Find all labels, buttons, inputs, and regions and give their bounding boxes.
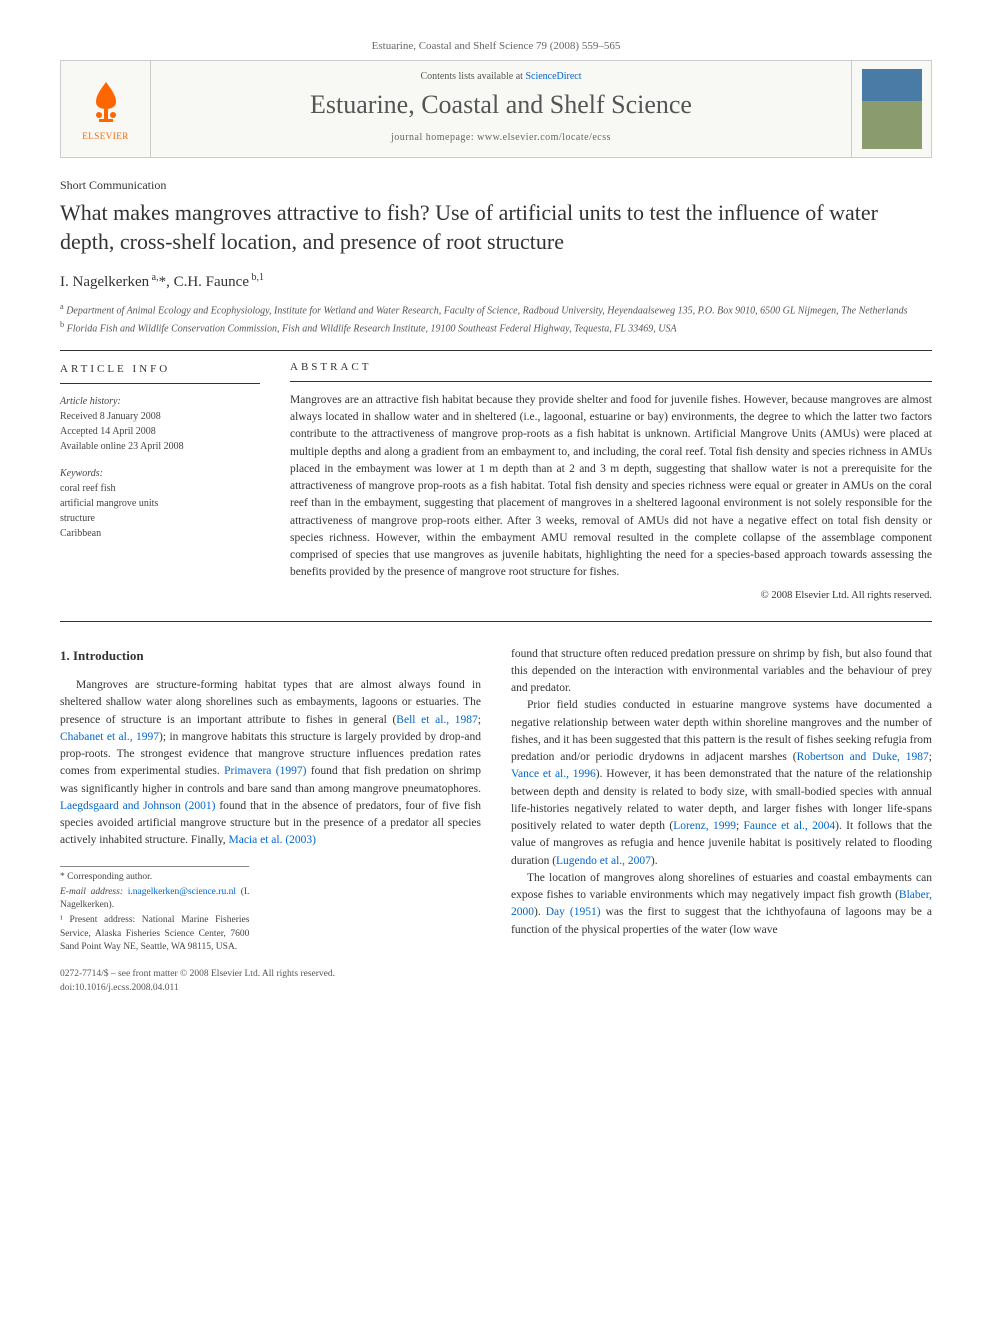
elsevier-tree-icon [81,77,131,127]
rule-top [60,350,932,351]
info-heading: ARTICLE INFO [60,361,260,378]
corr-email-link[interactable]: i.nagelkerken@science.ru.nl [128,887,236,897]
footnotes: * Corresponding author. E-mail address: … [60,866,249,955]
cover-image [862,69,922,149]
front-matter-line: 0272-7714/$ – see front matter © 2008 El… [60,968,932,981]
sciencedirect-link[interactable]: ScienceDirect [525,71,581,82]
history-online: Available online 23 April 2008 [60,439,260,454]
footnote-corr: * Corresponding author. [60,871,249,884]
cite-primavera-1997[interactable]: Primavera (1997) [224,765,306,777]
abstract-rule [290,381,932,382]
keywords-block: Keywords: coral reef fish artificial man… [60,466,260,541]
footnote-1: ¹ Present address: National Marine Fishe… [60,914,249,954]
history-label: Article history: [60,394,260,409]
column-left: 1. Introduction Mangroves are structure-… [60,646,481,957]
keywords-label: Keywords: [60,466,260,481]
cover-thumbnail [851,61,931,157]
section-1-heading: 1. Introduction [60,646,481,666]
citation-line: Estuarine, Coastal and Shelf Science 79 … [60,40,932,52]
authors: I. Nagelkerken a,*, C.H. Faunce b,1 [60,272,932,291]
article-type: Short Communication [60,178,932,193]
cite-faunce-2004[interactable]: Faunce et al., 2004 [744,820,836,832]
history-block: Article history: Received 8 January 2008… [60,394,260,454]
affiliation-b: Florida Fish and Wildlife Conservation C… [67,323,677,334]
footer: 0272-7714/$ – see front matter © 2008 El… [60,968,932,995]
affiliations: a Department of Animal Ecology and Ecoph… [60,301,932,336]
abstract-heading: ABSTRACT [290,361,932,373]
cite-vance-1996[interactable]: Vance et al., 1996 [511,768,596,780]
homepage-url: www.elsevier.com/locate/ecss [477,132,611,143]
footnote-email: E-mail address: i.nagelkerken@science.ru… [60,886,249,913]
contents-prefix: Contents lists available at [420,71,525,82]
journal-name: Estuarine, Coastal and Shelf Science [171,90,831,120]
elsevier-logo: ELSEVIER [61,61,151,157]
info-abstract-row: ARTICLE INFO Article history: Received 8… [60,361,932,601]
section-title: Introduction [73,648,144,663]
cite-bell-1987[interactable]: Bell et al., 1987 [396,714,478,726]
doi-line: doi:10.1016/j.ecss.2008.04.011 [60,982,932,995]
journal-homepage: journal homepage: www.elsevier.com/locat… [171,132,831,143]
cite-day-1951[interactable]: Day (1951) [546,906,601,918]
cite-macia-2003[interactable]: Macia et al. (2003) [229,834,317,846]
keyword-2: structure [60,511,260,526]
abstract: ABSTRACT Mangroves are an attractive fis… [290,361,932,601]
cite-laegdsgaard-2001[interactable]: Laegdsgaard and Johnson (2001) [60,800,215,812]
article-info: ARTICLE INFO Article history: Received 8… [60,361,260,601]
author-1-aff: a, [149,272,158,283]
keyword-0: coral reef fish [60,481,260,496]
abstract-copyright: © 2008 Elsevier Ltd. All rights reserved… [290,590,932,601]
info-rule [60,383,260,384]
keyword-3: Caribbean [60,526,260,541]
cite-chabanet-1997[interactable]: Chabanet et al., 1997 [60,731,159,743]
homepage-label: journal homepage: [391,132,477,143]
keyword-1: artificial mangrove units [60,496,260,511]
journal-header-bar: ELSEVIER Contents lists available at Sci… [60,60,932,158]
para-2: Prior field studies conducted in estuari… [511,697,932,870]
cite-lorenz-1999[interactable]: Lorenz, 1999 [673,820,736,832]
para-1: Mangroves are structure-forming habitat … [60,677,481,850]
author-2: C.H. Faunce [174,274,249,290]
section-number: 1. [60,648,70,663]
contents-available: Contents lists available at ScienceDirec… [171,71,831,82]
column-right: found that structure often reduced preda… [511,646,932,957]
author-1: I. Nagelkerken [60,274,149,290]
body-columns: 1. Introduction Mangroves are structure-… [60,646,932,957]
history-received: Received 8 January 2008 [60,409,260,424]
rule-bottom [60,621,932,622]
cite-robertson-1987[interactable]: Robertson and Duke, 1987 [797,751,929,763]
author-2-aff: b,1 [249,272,264,283]
header-center: Contents lists available at ScienceDirec… [151,61,851,157]
abstract-text: Mangroves are an attractive fish habitat… [290,392,932,582]
history-accepted: Accepted 14 April 2008 [60,424,260,439]
affiliation-a: Department of Animal Ecology and Ecophys… [66,306,907,317]
corr-marker: * [159,274,167,290]
article-title: What makes mangroves attractive to fish?… [60,199,932,256]
para-3: The location of mangroves along shorelin… [511,870,932,939]
para-1-cont: found that structure often reduced preda… [511,646,932,698]
elsevier-name: ELSEVIER [82,131,129,141]
cite-lugendo-2007[interactable]: Lugendo et al., 2007 [556,855,651,867]
